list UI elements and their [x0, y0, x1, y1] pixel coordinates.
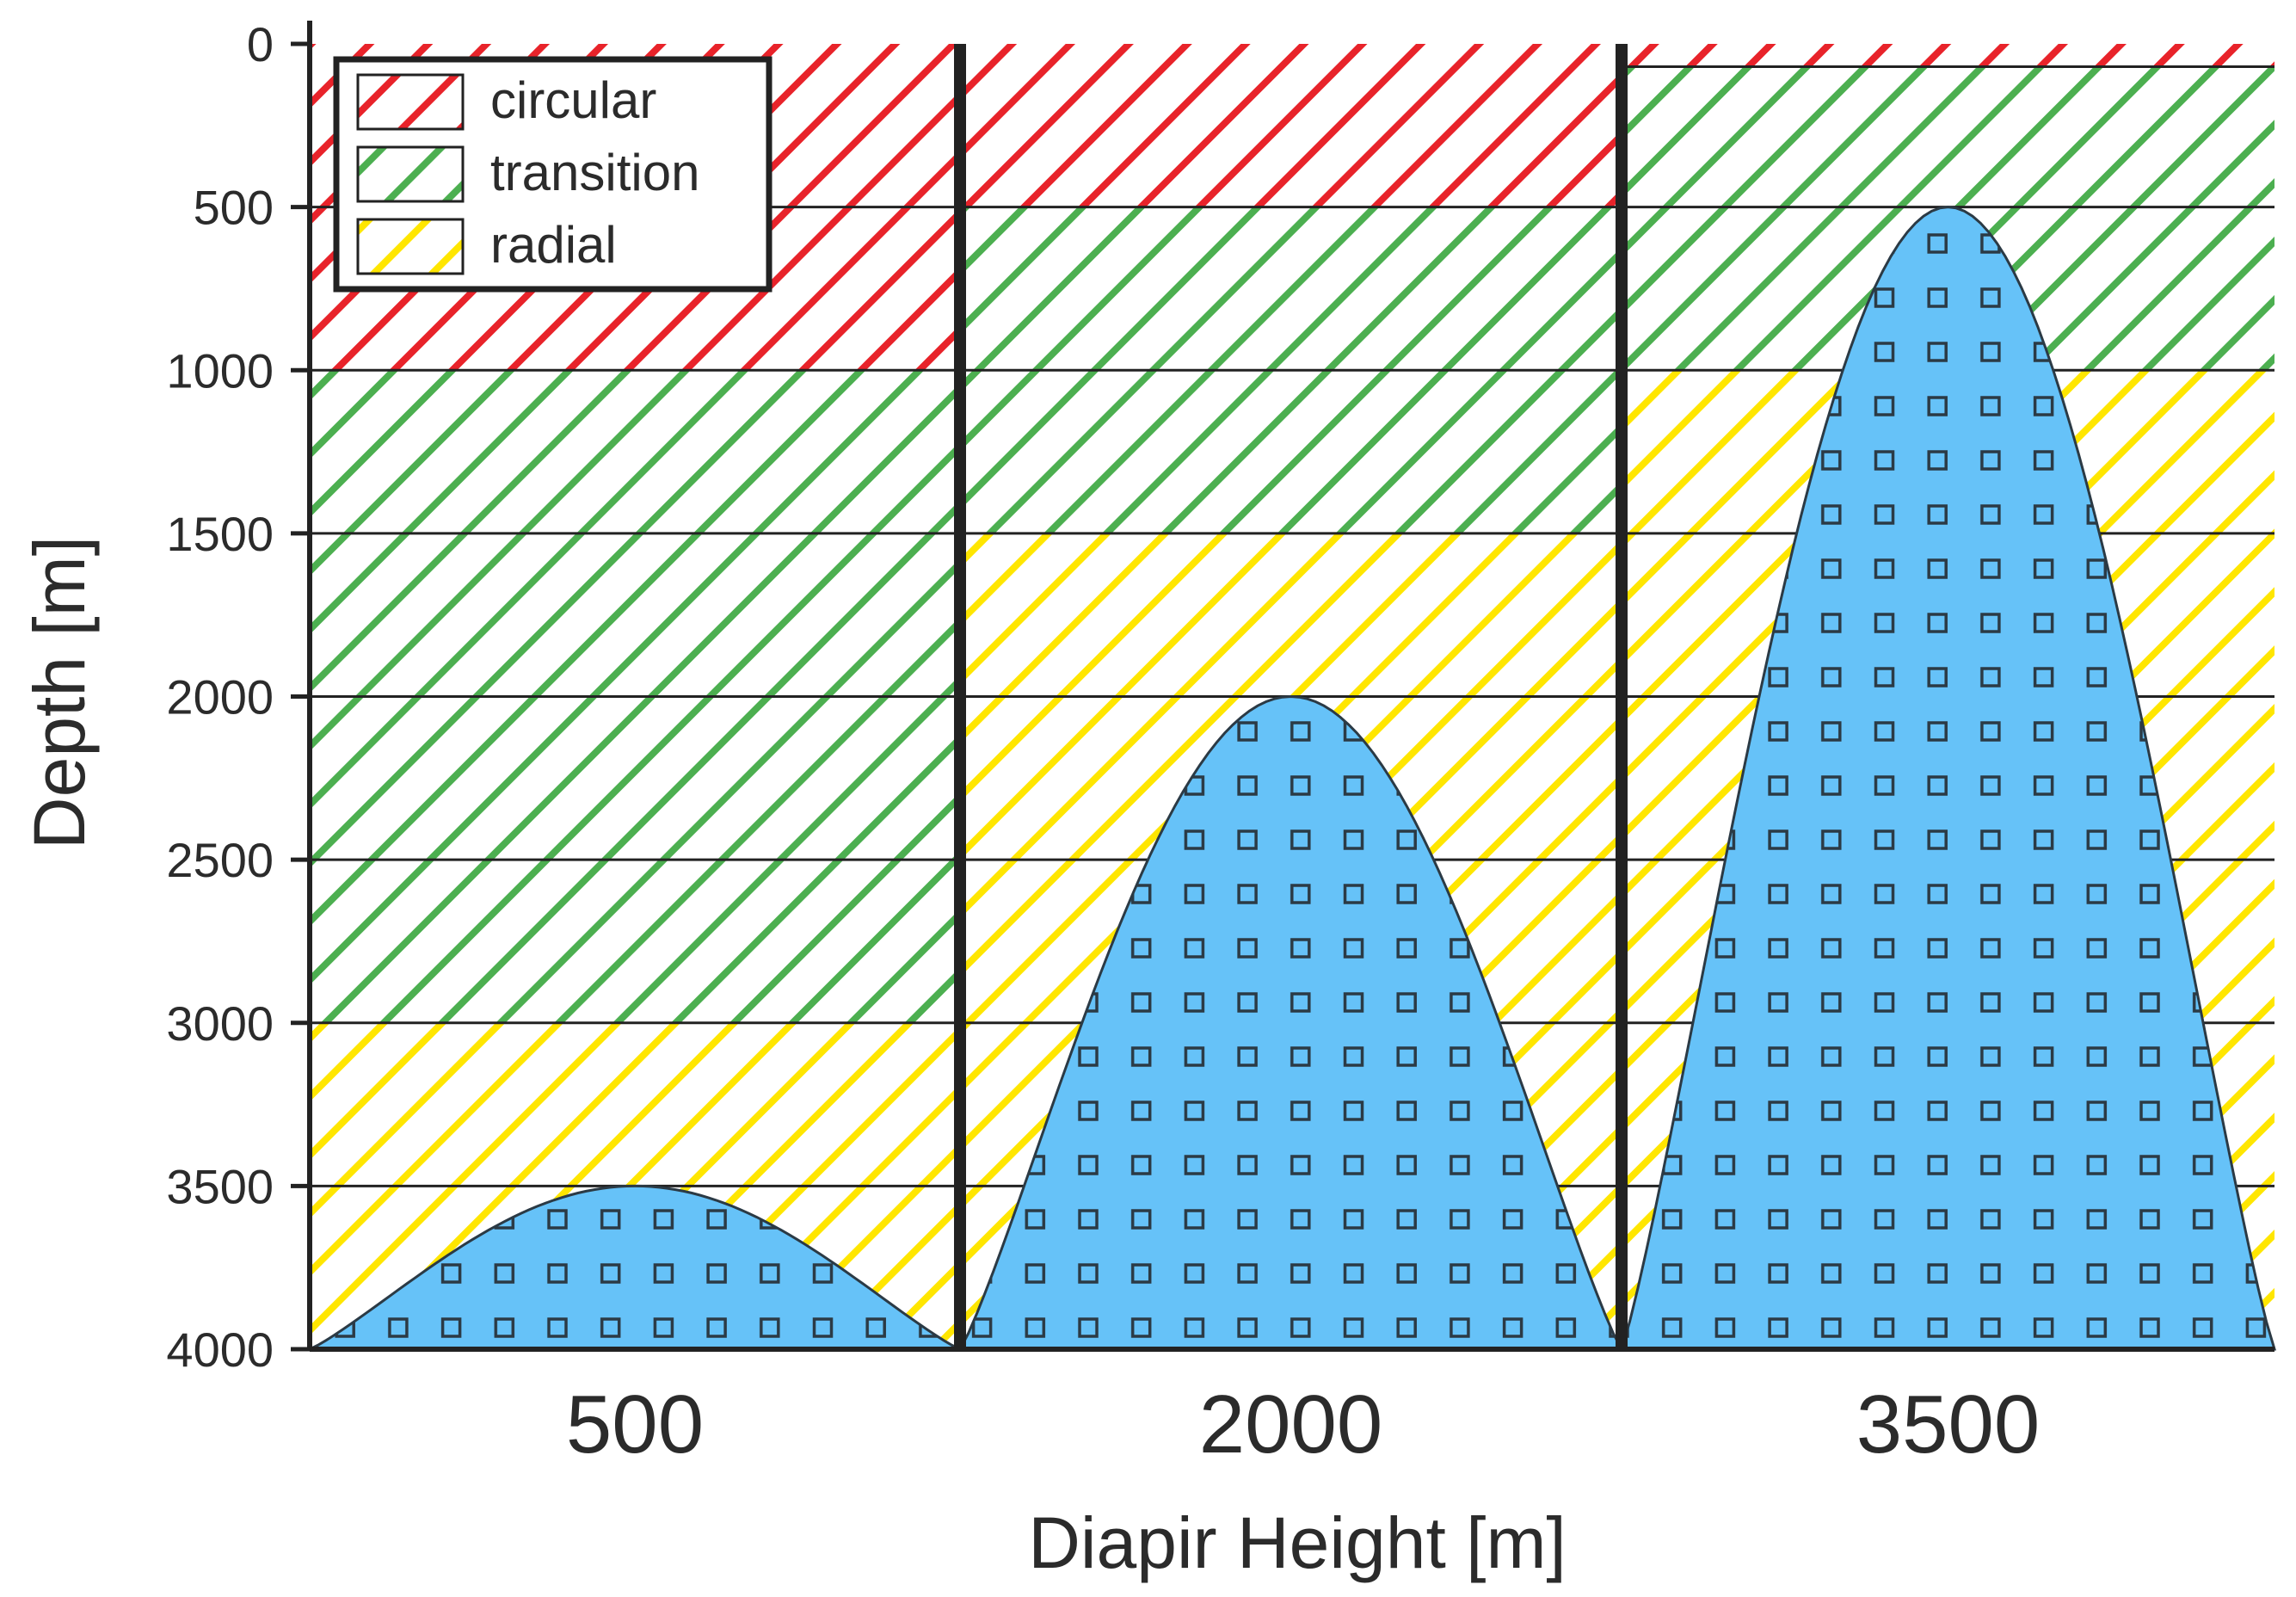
y-tick-label: 0 [247, 17, 274, 71]
y-tick-label: 500 [194, 181, 274, 235]
legend-label-transition: transition [490, 144, 699, 201]
diapir-shapes [309, 206, 2277, 1351]
legend-label-circular: circular [490, 71, 656, 129]
category-label-500: 500 [566, 1378, 704, 1471]
legend: circular transition radial [333, 56, 773, 293]
zone-circular-panel-2000 [960, 44, 1622, 207]
zone-circular-panel-3500 [1622, 44, 2274, 67]
diapir-3500 [1619, 206, 2277, 1351]
legend-label-radial: radial [490, 216, 617, 274]
y-tick-labels: 0 500 1000 1500 2000 2500 3000 3500 4000 [166, 17, 274, 1377]
legend-swatch-circular [356, 73, 465, 131]
legend-swatch-radial [356, 218, 465, 275]
y-tick-label: 3000 [166, 996, 274, 1051]
y-axis-title: Depth [m] [19, 536, 100, 849]
y-tick-label: 2000 [166, 670, 274, 725]
y-tick-label: 2500 [166, 833, 274, 887]
category-label-2000: 2000 [1199, 1378, 1383, 1471]
axes [291, 21, 2274, 1352]
x-axis-title: Diapir Height [m] [1028, 1502, 1567, 1583]
legend-swatch-transition [356, 145, 465, 203]
diapir-2000 [957, 694, 1624, 1351]
y-tick-label: 3500 [166, 1159, 274, 1213]
y-tick-label: 1500 [166, 507, 274, 561]
category-label-3500: 3500 [1856, 1378, 2041, 1471]
y-tick-label: 4000 [166, 1323, 274, 1377]
x-category-labels: 500 2000 3500 [566, 1378, 2040, 1471]
diapir-500 [309, 1184, 961, 1351]
y-tick-label: 1000 [166, 343, 274, 398]
